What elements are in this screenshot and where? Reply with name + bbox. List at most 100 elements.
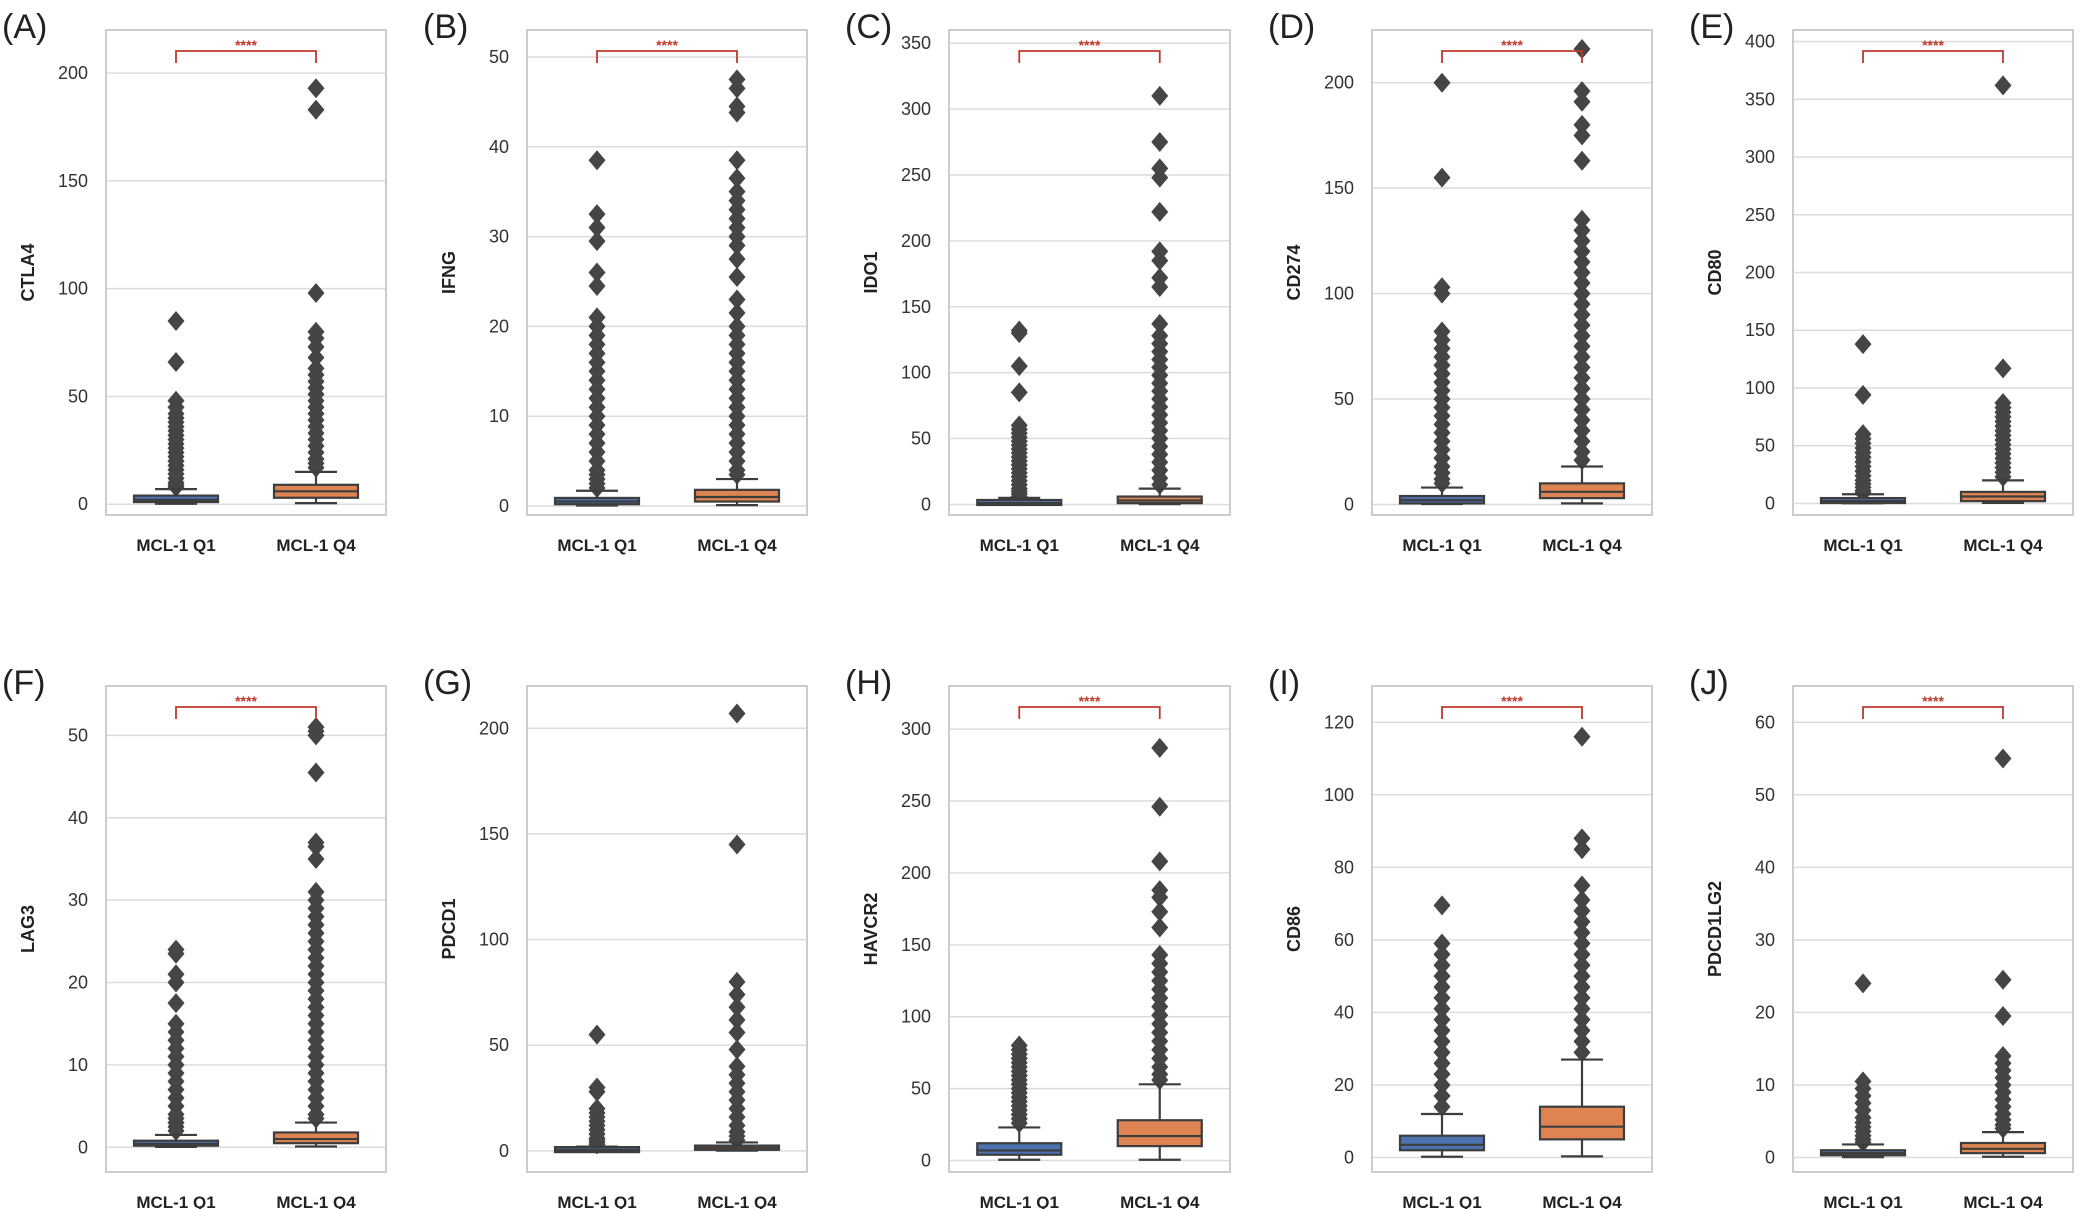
plot-frame xyxy=(105,685,387,1173)
panel-letter: (B) xyxy=(423,8,468,46)
y-axis-title: CD86 xyxy=(1284,906,1304,952)
y-tick-label: 100 xyxy=(479,930,509,950)
outlier-point xyxy=(1573,346,1591,367)
x-tick-label: MCL-1 Q4 xyxy=(276,536,356,555)
x-tick-label: MCL-1 Q1 xyxy=(1402,1193,1481,1209)
outlier-point xyxy=(1573,81,1591,102)
outlier-point xyxy=(728,997,746,1018)
y-axis-title: HAVCR2 xyxy=(861,893,881,966)
outlier-point xyxy=(1573,273,1591,294)
box-group-q1 xyxy=(553,150,641,507)
outlier-point xyxy=(728,168,746,189)
significance-label: **** xyxy=(235,693,257,709)
y-tick-label: 30 xyxy=(68,890,88,910)
outlier-point xyxy=(1573,325,1591,346)
y-tick-label: 200 xyxy=(1324,73,1354,93)
outlier-point xyxy=(1433,167,1451,188)
outlier-point xyxy=(1433,987,1451,1008)
significance-label: **** xyxy=(1501,37,1523,53)
y-tick-label: 20 xyxy=(68,973,88,993)
outlier-point xyxy=(1573,1042,1591,1063)
outlier-point xyxy=(1573,150,1591,171)
outlier-point xyxy=(1854,384,1872,405)
significance-bracket xyxy=(175,50,317,63)
x-tick-label: MCL-1 Q4 xyxy=(1963,1193,2043,1209)
outlier-point xyxy=(1994,358,2012,379)
outlier-point xyxy=(588,478,606,499)
iqr-box xyxy=(693,488,781,503)
y-tick-label: 0 xyxy=(921,494,931,514)
outlier-point xyxy=(1573,431,1591,452)
outlier-point xyxy=(1573,889,1591,910)
outlier-point xyxy=(588,204,606,225)
outlier-point xyxy=(1433,895,1451,916)
outlier-point xyxy=(1573,367,1591,388)
y-tick-label: 120 xyxy=(1324,712,1354,732)
box-group-q4 xyxy=(693,703,781,1152)
y-tick-label: 10 xyxy=(68,1055,88,1075)
outlier-point xyxy=(588,217,606,238)
outlier-point xyxy=(1573,251,1591,272)
x-tick-label: MCL-1 Q1 xyxy=(1402,536,1481,555)
outlier-point xyxy=(1151,901,1169,922)
outlier-point xyxy=(1151,887,1169,908)
iqr-box xyxy=(272,1131,360,1145)
panel-letter: (H) xyxy=(845,664,892,702)
outlier-point xyxy=(167,943,185,964)
y-tick-label: 0 xyxy=(499,1141,509,1161)
outlier-point xyxy=(1573,450,1591,471)
outlier-point xyxy=(1433,933,1451,954)
outlier-point xyxy=(1573,420,1591,441)
x-tick-label: MCL-1 Q1 xyxy=(557,536,636,555)
y-tick-label: 150 xyxy=(901,297,931,317)
outlier-point xyxy=(1573,241,1591,262)
x-tick-label: MCL-1 Q4 xyxy=(1963,536,2043,555)
outlier-point xyxy=(1573,304,1591,325)
outlier-point xyxy=(1573,283,1591,304)
outlier-point xyxy=(1573,828,1591,849)
outlier-point xyxy=(1433,1074,1451,1095)
y-tick-label: 0 xyxy=(1765,1147,1775,1167)
x-tick-label: MCL-1 Q1 xyxy=(1823,1193,1902,1209)
outlier-point xyxy=(588,231,606,252)
y-tick-label: 50 xyxy=(489,47,509,67)
panel-letter: (I) xyxy=(1268,664,1300,702)
y-tick-label: 50 xyxy=(911,1079,931,1099)
y-tick-label: 150 xyxy=(58,171,88,191)
panel-letter: (J) xyxy=(1689,664,1729,702)
outlier-point xyxy=(1433,1042,1451,1063)
outlier-point xyxy=(1433,283,1451,304)
panel-letter: (F) xyxy=(2,664,45,702)
outlier-point xyxy=(1433,72,1451,93)
outlier-point xyxy=(1151,132,1169,153)
outlier-point xyxy=(1433,1020,1451,1041)
x-tick-label: MCL-1 Q4 xyxy=(1542,1193,1622,1209)
outlier-point xyxy=(1994,75,2012,96)
outlier-point xyxy=(1573,987,1591,1008)
x-tick-label: MCL-1 Q4 xyxy=(276,1193,356,1209)
outlier-point xyxy=(1433,1053,1451,1074)
y-axis-title: CTLA4 xyxy=(18,244,38,302)
outlier-point xyxy=(1573,944,1591,965)
outlier-point xyxy=(1151,917,1169,938)
outlier-point xyxy=(728,971,746,992)
outlier-point xyxy=(1151,201,1169,222)
x-tick-label: MCL-1 Q1 xyxy=(980,536,1059,555)
y-tick-label: 50 xyxy=(68,386,88,406)
outlier-point xyxy=(1573,1020,1591,1041)
significance-bracket xyxy=(1441,706,1583,719)
significance-bracket xyxy=(175,706,317,719)
iqr-box xyxy=(1116,1119,1203,1148)
chart-panel-3: 0 50 100 150 200 250 300 350 IDO1 (C) MCL-1 Q1 MCL-… xyxy=(845,8,1231,555)
box-group-q1 xyxy=(976,1035,1063,1161)
outlier-point xyxy=(728,78,746,99)
outlier-point xyxy=(1433,955,1451,976)
outlier-point xyxy=(1573,922,1591,943)
y-tick-label: 40 xyxy=(1334,1002,1354,1022)
panel-letter: (E) xyxy=(1689,8,1734,46)
outlier-point xyxy=(728,289,746,310)
y-tick-label: 250 xyxy=(901,165,931,185)
y-tick-label: 20 xyxy=(1755,1002,1775,1022)
y-tick-label: 60 xyxy=(1755,712,1775,732)
